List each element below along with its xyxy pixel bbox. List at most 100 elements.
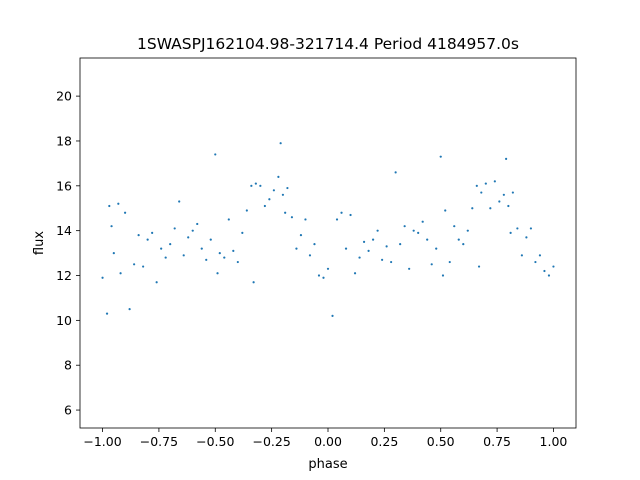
data-point [344, 247, 348, 250]
y-tick-label: 6 [64, 403, 72, 418]
data-point [471, 207, 474, 210]
data-point [241, 231, 244, 235]
data-point [250, 184, 253, 187]
data-point [304, 218, 307, 221]
x-tick-label: 0.25 [370, 434, 398, 449]
data-point [367, 249, 370, 252]
data-point [511, 191, 514, 194]
data-point [137, 234, 140, 237]
data-point [281, 193, 285, 196]
data-point [164, 256, 167, 259]
data-point [191, 229, 194, 232]
y-tick-label: 8 [64, 358, 72, 373]
y-tick-label: 16 [56, 178, 72, 193]
data-point [502, 193, 505, 196]
data-point [534, 260, 537, 264]
data-points [101, 142, 555, 317]
data-point [252, 281, 255, 284]
data-point [155, 281, 158, 284]
x-tick-label: 0.75 [483, 434, 511, 449]
y-axis-label: flux [32, 231, 47, 255]
data-point [322, 276, 325, 279]
data-point [362, 240, 366, 243]
data-point [279, 142, 282, 145]
y-tick-label: 18 [56, 133, 72, 148]
x-tick-label: −1.00 [83, 434, 121, 449]
data-point [133, 263, 136, 266]
data-point [187, 236, 190, 239]
data-point [317, 274, 321, 277]
data-point [205, 258, 208, 261]
data-point [480, 191, 483, 194]
y-tick-label: 20 [56, 89, 72, 104]
data-point [277, 175, 280, 178]
data-point [214, 153, 217, 156]
data-point [448, 260, 451, 264]
data-point [272, 189, 275, 192]
data-point [358, 256, 361, 259]
data-point [268, 198, 271, 201]
x-tick-label: 0.50 [427, 434, 455, 449]
data-point [441, 274, 445, 277]
data-point [462, 243, 465, 246]
data-point [254, 182, 257, 185]
data-point [128, 308, 131, 311]
data-point [123, 211, 127, 214]
data-point [426, 238, 429, 241]
data-point [227, 218, 230, 221]
data-point [493, 180, 496, 183]
data-point [457, 238, 460, 241]
data-point [108, 204, 111, 208]
data-point [182, 254, 185, 257]
data-point [101, 276, 104, 279]
data-point [290, 216, 294, 219]
data-point [507, 204, 510, 208]
data-point [178, 200, 181, 203]
data-point [385, 245, 388, 248]
data-point [525, 236, 528, 239]
y-tick-label: 10 [56, 313, 72, 328]
plot-frame [79, 57, 577, 429]
data-point [498, 200, 501, 203]
data-point [390, 260, 393, 264]
x-tick-label: 0.00 [314, 434, 342, 449]
data-point [335, 218, 339, 221]
chart-title: 1SWASPJ162104.98-321714.4 Period 4184957… [137, 35, 519, 53]
data-point [299, 234, 303, 237]
data-point [223, 256, 226, 259]
data-point [381, 258, 384, 261]
data-point [547, 274, 551, 277]
data-point [232, 249, 235, 252]
data-point [417, 231, 420, 235]
data-point [308, 254, 312, 257]
data-point [259, 184, 262, 187]
x-axis-label: phase [308, 457, 347, 472]
data-point [142, 265, 145, 268]
data-point [353, 272, 357, 275]
data-point [371, 238, 375, 241]
data-point [117, 202, 120, 205]
data-point [403, 225, 406, 228]
data-point [453, 225, 456, 228]
data-point [196, 222, 199, 226]
data-point [119, 272, 122, 275]
y-tick-label: 12 [56, 268, 72, 283]
data-point [394, 171, 397, 174]
data-point [444, 209, 447, 212]
data-point [538, 254, 542, 257]
data-point [286, 186, 289, 190]
data-point [543, 269, 546, 273]
data-point [349, 213, 352, 217]
x-tick-label: −0.25 [252, 434, 290, 449]
data-point [236, 260, 239, 264]
data-point [216, 272, 219, 275]
data-point [529, 227, 533, 230]
data-point [263, 204, 266, 208]
data-point [552, 265, 555, 268]
data-point [295, 247, 298, 250]
data-point [408, 267, 411, 270]
data-point [313, 243, 316, 246]
data-point [439, 155, 442, 158]
data-point [112, 251, 115, 255]
